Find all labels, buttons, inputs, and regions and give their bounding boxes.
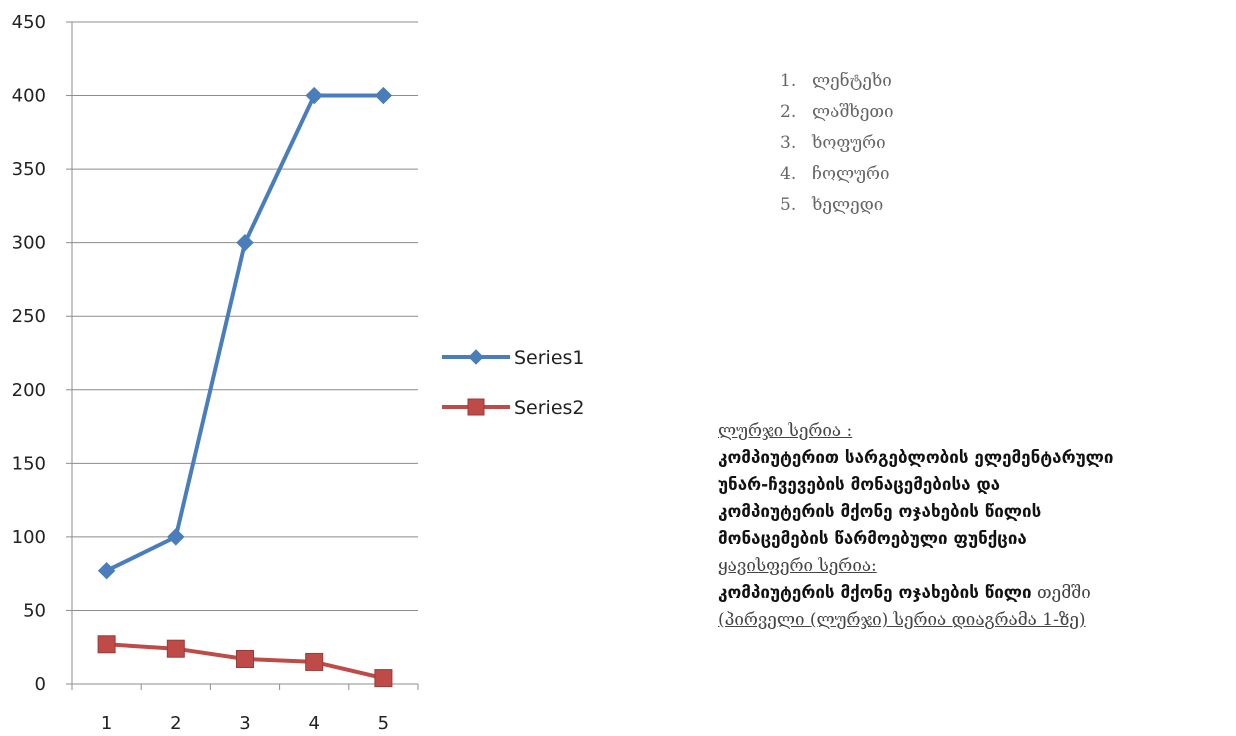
list-number: 4. xyxy=(780,164,797,184)
list-number: 3. xyxy=(780,133,797,153)
line-chart: 0 50 100 150 200 250 300 350 400 450 1 2 3 4 5 Series… xyxy=(12,12,585,734)
gridlines xyxy=(66,21,418,685)
legend-entry: Series1 xyxy=(442,347,585,369)
blue-series-desc: მონაცემების წარმოებული ფუნქცია xyxy=(718,529,1027,549)
red-series-desc: კომპიუტერის მქონე ოჯახების წილი თემში xyxy=(718,580,1233,607)
list-item: 1. ლენტეხი xyxy=(758,66,894,97)
chart-legend: Series1 Series2 xyxy=(442,347,585,419)
list-item: 4. ჩოლური xyxy=(758,159,894,190)
data-point xyxy=(166,639,185,658)
y-tick-label: 250 xyxy=(12,306,46,327)
y-tick-labels: 0 50 100 150 200 250 300 350 400 450 xyxy=(12,12,46,695)
y-tick-label: 0 xyxy=(35,674,46,695)
data-point xyxy=(97,562,116,580)
x-tick-label: 1 xyxy=(101,713,112,734)
legend-entry: Series2 xyxy=(442,397,585,419)
data-point xyxy=(305,652,324,671)
series-lines xyxy=(97,86,393,688)
x-tick-label: 3 xyxy=(239,713,250,734)
y-tick-label: 400 xyxy=(12,86,46,107)
red-series-desc-regular: თემში xyxy=(1031,583,1091,603)
y-tick-label: 100 xyxy=(12,527,46,548)
x-tick-label: 2 xyxy=(170,713,181,734)
y-tick-label: 300 xyxy=(12,233,46,254)
data-point xyxy=(167,528,185,546)
blue-series-desc: უნარ-ჩვევების მონაცემებისა და xyxy=(718,475,1001,495)
list-item: 5. ხელედი xyxy=(758,190,894,221)
blue-series-desc: კომპიუტერის მქონე ოჯახების წილის xyxy=(718,502,1042,522)
list-number: 1. xyxy=(780,71,797,91)
red-series-reference: (პირველი (ლურჯი) სერია დიაგრამა 1-ზე) xyxy=(718,610,1086,630)
y-tick-label: 350 xyxy=(12,159,46,180)
y-tick-label: 150 xyxy=(12,453,46,474)
series-series2 xyxy=(97,635,393,688)
data-point xyxy=(467,398,485,416)
list-number: 2. xyxy=(780,102,797,122)
red-series-label: ყავისფერი სერია: xyxy=(718,556,877,576)
x-tick-labels: 1 2 3 4 5 xyxy=(101,713,389,734)
blue-series-label: ლურჯი სერია : xyxy=(718,421,853,441)
list-item: 3. ხოფური xyxy=(758,128,894,159)
y-tick-label: 450 xyxy=(12,12,46,33)
data-point xyxy=(374,669,393,688)
region-name: ლაშხეთი xyxy=(812,102,894,122)
legend-label: Series1 xyxy=(514,347,585,369)
region-name: ხელედი xyxy=(812,195,884,215)
region-name: ჩოლური xyxy=(812,164,890,184)
red-series-desc-bold: კომპიუტერის მქონე ოჯახების წილი xyxy=(718,583,1032,603)
data-point xyxy=(305,86,323,105)
legend-label: Series2 xyxy=(514,397,585,419)
series-line xyxy=(105,93,384,573)
data-point xyxy=(97,635,116,654)
list-item: 2. ლაშხეთი xyxy=(758,97,894,128)
data-point xyxy=(236,649,254,668)
y-tick-label: 200 xyxy=(12,380,46,401)
data-point xyxy=(468,349,484,365)
region-list: 1. ლენტეხი 2. ლაშხეთი 3. ხოფური 4. ჩოლური 5.… xyxy=(758,66,894,221)
x-tick-label: 4 xyxy=(308,713,319,734)
region-name: ხოფური xyxy=(812,133,886,153)
blue-series-desc: კომპიუტერით სარგებლობის ელემენტარული xyxy=(718,448,1114,468)
x-tick-label: 5 xyxy=(378,713,389,734)
series-series1 xyxy=(97,86,393,580)
region-name: ლენტეხი xyxy=(812,71,892,91)
data-point xyxy=(236,233,254,252)
series-notes: ლურჯი სერია : კომპიუტერით სარგებლობის ელ… xyxy=(718,418,1233,634)
list-number: 5. xyxy=(780,195,797,215)
axes xyxy=(71,22,419,690)
y-tick-label: 50 xyxy=(23,600,46,621)
data-point xyxy=(374,86,393,105)
